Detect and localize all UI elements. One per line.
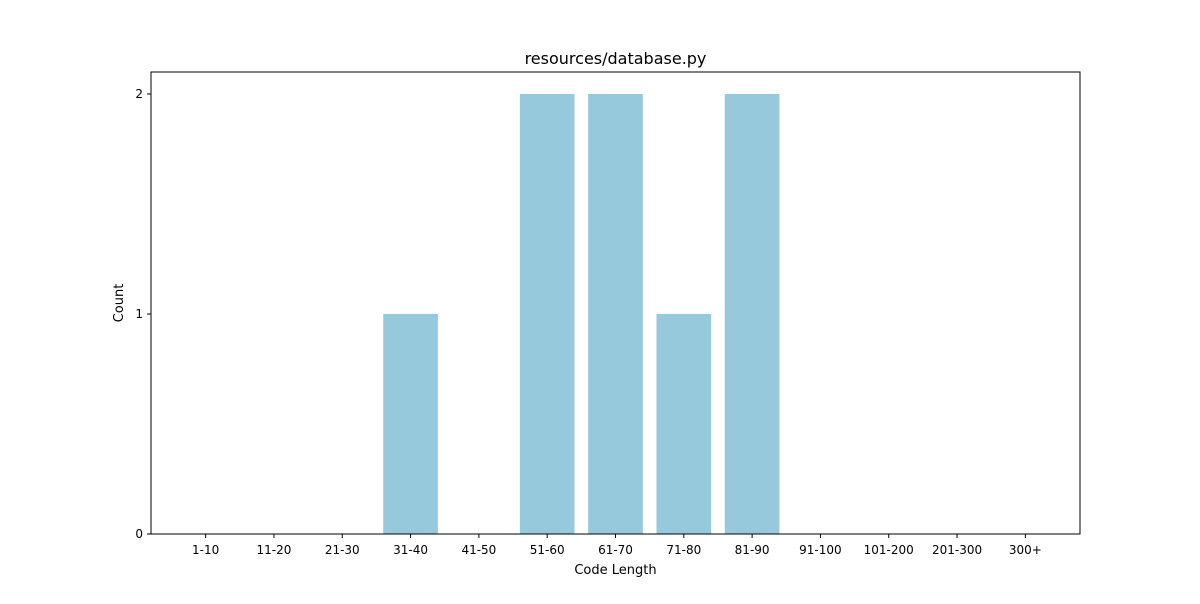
x-tick-label: 300+ [1009,543,1042,557]
y-axis-label: Count [112,284,127,323]
y-tick-label: 1 [135,307,143,321]
bar-31-40 [383,314,438,534]
x-axis-label: Code Length [574,563,656,578]
bar-81-90 [724,94,780,534]
x-tick-label: 51-60 [530,543,565,557]
x-tick-label: 91-100 [799,543,842,557]
bar-71-80 [656,314,712,534]
x-tick-label: 71-80 [666,543,701,557]
x-tick-label: 21-30 [325,543,360,557]
y-axis-ticks: 0 1 2 [135,87,151,541]
x-axis-ticks: 1-10 11-20 21-30 31-40 41-50 51-60 61-70 71-80 8… [192,534,1042,557]
x-tick-label: 101-200 [864,543,914,557]
bar-61-70 [588,94,643,534]
chart-title: resources/database.py [525,49,707,68]
x-tick-label: 1-10 [192,543,219,557]
x-tick-label: 61-70 [598,543,633,557]
y-tick-label: 2 [135,87,143,101]
bars-layer [383,94,780,534]
x-tick-label: 41-50 [461,543,496,557]
bar-51-60 [519,94,575,534]
x-tick-label: 31-40 [393,543,428,557]
x-tick-label: 81-90 [735,543,770,557]
x-tick-label: 11-20 [257,543,292,557]
x-tick-label: 201-300 [932,543,982,557]
y-tick-label: 0 [135,527,143,541]
